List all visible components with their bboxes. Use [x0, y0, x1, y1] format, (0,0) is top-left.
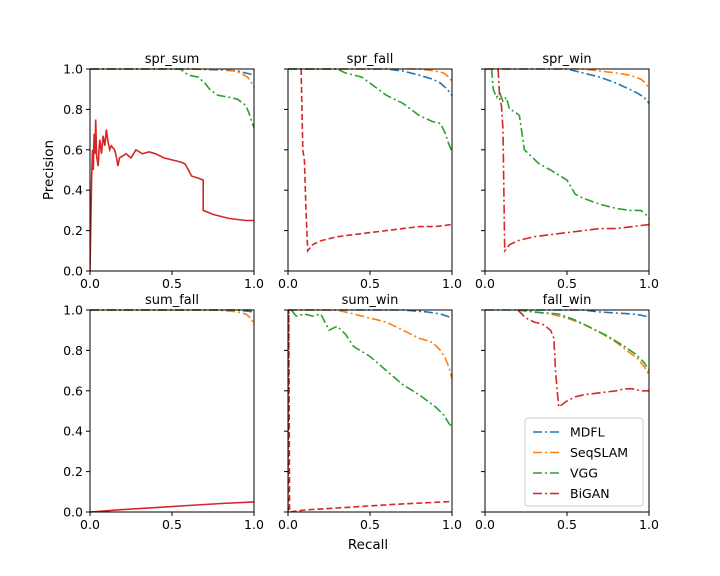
- axes-frame: [89, 68, 255, 272]
- y-tick-label: 0.4: [63, 183, 83, 198]
- panel-fall_win: fall_win 0.0 0.5 1.0: [475, 293, 659, 532]
- x-tick-label: 0.0: [278, 517, 298, 532]
- series-line-seqslam-sum_fall: [90, 309, 254, 325]
- series-line-vgg-spr_fall: [288, 68, 452, 153]
- series-line-mdfl-spr_fall: [288, 68, 452, 96]
- panel-title: fall_win: [543, 293, 592, 308]
- series-line-bigan-spr_sum: [90, 119, 254, 272]
- axes-frame: [287, 68, 453, 272]
- panel-title: spr_win: [542, 52, 591, 67]
- x-tick-label: 0.0: [80, 276, 100, 291]
- y-tick-label: 0.6: [63, 142, 83, 157]
- y-tick-label: 0.2: [63, 464, 83, 479]
- x-tick-label: 0.0: [278, 276, 298, 291]
- legend-label-vgg: VGG: [570, 466, 598, 481]
- series-line-mdfl-spr_win: [485, 68, 649, 104]
- panel-title: sum_win: [342, 293, 399, 308]
- series-line-bigan-sum_fall: [90, 501, 254, 513]
- panel-spr_win: spr_win 0.0 0.5 1.0: [475, 52, 659, 291]
- y-tick-label: 0.4: [63, 424, 83, 439]
- x-tick-label: 0.5: [360, 517, 380, 532]
- series-line-vgg-spr_win: [490, 68, 649, 220]
- panel-spr_fall: spr_fall 0.0 0.5 1.0: [278, 52, 462, 291]
- panel-title: spr_fall: [347, 52, 394, 67]
- y-tick-label: 1.0: [63, 303, 83, 318]
- x-tick-label: 1.0: [244, 276, 264, 291]
- x-tick-label: 0.5: [360, 276, 380, 291]
- x-tick-label: 1.0: [244, 517, 264, 532]
- y-tick-label: 0.8: [63, 102, 83, 117]
- series-line-seqslam-fall_win: [517, 309, 649, 376]
- series-line-vgg-spr_sum: [90, 68, 254, 128]
- series-line-seqslam-spr_sum: [90, 68, 254, 88]
- axes-frame: [484, 68, 650, 272]
- series-line-seqslam-sum_win: [288, 309, 452, 379]
- x-axis-label: Recall: [348, 537, 388, 553]
- y-tick-label: 0.6: [63, 383, 83, 398]
- x-tick-label: 0.0: [80, 517, 100, 532]
- y-tick-label: 0.0: [63, 264, 83, 279]
- series-line-vgg-sum_win: [290, 309, 452, 428]
- x-tick-label: 0.0: [475, 517, 495, 532]
- y-axis-label: Precision: [41, 140, 57, 200]
- legend-label-mdfl: MDFL: [570, 425, 605, 440]
- y-tick-label: 0.0: [63, 505, 83, 520]
- legend-box: [524, 417, 644, 507]
- x-tick-label: 0.5: [162, 276, 182, 291]
- series-line-mdfl-sum_win: [288, 309, 452, 319]
- panel-sum_win: sum_win 0.0 0.5 1.0: [278, 293, 462, 532]
- panel-title: sum_fall: [145, 293, 199, 308]
- y-tick-label: 1.0: [63, 62, 83, 77]
- x-tick-label: 1.0: [442, 276, 462, 291]
- legend-label-bigan: BiGAN: [570, 486, 610, 501]
- x-tick-label: 1.0: [639, 276, 659, 291]
- series-line-bigan-spr_fall: [300, 68, 452, 253]
- x-tick-label: 0.5: [162, 517, 182, 532]
- x-tick-label: 0.5: [557, 276, 577, 291]
- axes-frame: [89, 309, 255, 513]
- panel-spr_sum: spr_sum 0.0 0.5 1.0 0.0 0.2 0.4 0.6 0.8 1.0: [63, 52, 264, 291]
- x-tick-label: 0.0: [475, 276, 495, 291]
- series-line-seqslam-spr_fall: [288, 68, 452, 82]
- series-line-vgg-fall_win: [517, 309, 649, 372]
- series-line-seqslam-spr_win: [485, 68, 649, 90]
- y-tick-label: 0.2: [63, 223, 83, 238]
- series-line-bigan-sum_win: [288, 309, 452, 513]
- x-tick-label: 1.0: [639, 517, 659, 532]
- legend-label-seqslam: SeqSLAM: [570, 445, 628, 460]
- series-line-bigan-fall_win: [517, 309, 649, 409]
- legend: MDFL SeqSLAM VGG BiGAN: [524, 417, 644, 507]
- y-tick-label: 0.8: [63, 343, 83, 358]
- x-tick-label: 0.5: [557, 517, 577, 532]
- panel-sum_fall: sum_fall 0.0 0.5 1.0 0.0 0.2 0.4 0.6 0.8 1.0: [63, 293, 264, 532]
- series-line-mdfl-fall_win: [485, 309, 649, 318]
- x-tick-label: 1.0: [442, 517, 462, 532]
- panel-title: spr_sum: [145, 52, 200, 67]
- series-line-bigan-spr_win: [497, 68, 649, 254]
